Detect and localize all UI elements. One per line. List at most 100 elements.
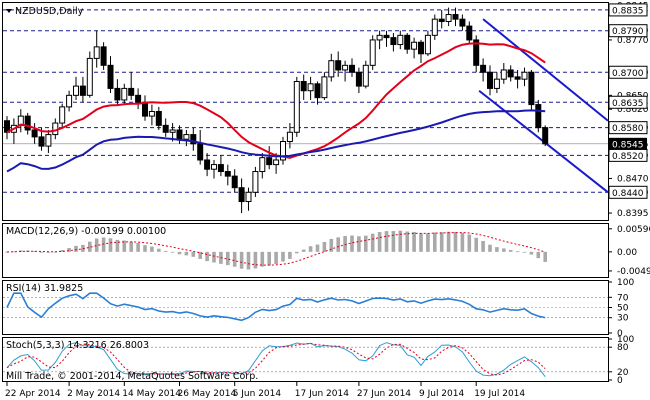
candle-body-bear xyxy=(535,104,542,129)
candle-body-bull xyxy=(259,157,266,173)
time-label: 17 Jun 2014 xyxy=(295,389,349,399)
candle xyxy=(190,127,197,151)
candle-body-bear xyxy=(514,76,521,80)
candle-body-bear xyxy=(190,134,197,145)
macd-histogram-bar xyxy=(5,251,9,253)
candle xyxy=(114,79,121,105)
candle-body-bull xyxy=(424,34,431,55)
time-label: 26 May 2014 xyxy=(178,389,237,399)
macd-histogram-bar xyxy=(412,231,416,252)
stoch-pane-frame[interactable] xyxy=(2,337,609,382)
candle xyxy=(135,88,142,110)
macd-histogram-bar xyxy=(253,251,258,269)
candle-body-bear xyxy=(390,37,397,46)
macd-histogram-bar xyxy=(212,251,216,263)
candle xyxy=(59,103,66,128)
macd-histogram-bar xyxy=(295,251,299,254)
candle-body-bull xyxy=(397,34,404,46)
current-price-tag xyxy=(609,137,647,150)
macd-histogram-bar xyxy=(177,251,182,255)
macd-histogram-bar xyxy=(88,241,92,252)
candle xyxy=(342,60,349,82)
candle-body-bear xyxy=(314,83,321,99)
candle-body-bull xyxy=(66,94,73,108)
macd-histogram-bar xyxy=(205,251,209,262)
candle xyxy=(459,14,466,31)
macd-histogram-bar xyxy=(426,233,430,252)
level-tag xyxy=(608,121,648,135)
level-label: 0.8580 xyxy=(612,124,644,134)
macd-histogram-bar xyxy=(474,237,478,252)
candle xyxy=(211,159,217,179)
candle-body-bull xyxy=(183,134,190,140)
candle xyxy=(521,67,528,87)
candle xyxy=(286,123,293,149)
macd-histogram-bar xyxy=(260,251,265,267)
candle-body-bull xyxy=(493,78,500,89)
candle-body-bear xyxy=(238,187,245,203)
macd-histogram-bar xyxy=(246,251,251,270)
rsi-axis-label: 100 xyxy=(617,278,634,288)
candle xyxy=(466,21,473,45)
candle-body-bull xyxy=(521,71,528,80)
macd-histogram-bar xyxy=(46,251,51,253)
candle-body-bull xyxy=(321,76,328,99)
candle-body-bull xyxy=(431,18,438,36)
candle-body-bear xyxy=(404,34,411,50)
stoch-axis-label: 20 xyxy=(617,368,629,378)
candle xyxy=(328,53,335,82)
macd-histogram-bar xyxy=(122,240,127,252)
macd-histogram-bar xyxy=(67,248,71,252)
candle xyxy=(438,9,445,29)
candle xyxy=(321,72,328,100)
candle-body-bear xyxy=(383,34,390,39)
macd-histogram-bar xyxy=(529,251,534,255)
candle-body-bull xyxy=(148,111,155,117)
candle-body-bear xyxy=(266,157,273,166)
candle xyxy=(335,51,342,77)
macd-histogram-bar xyxy=(308,246,313,252)
candle-body-bear xyxy=(162,124,169,133)
macd-histogram-bar xyxy=(184,251,189,256)
macd-histogram-bar xyxy=(157,248,161,252)
candle-body-bull xyxy=(252,171,259,193)
macd-histogram-bar xyxy=(108,238,113,252)
macd-histogram-bar xyxy=(191,251,196,257)
moving-averages xyxy=(6,42,546,173)
candle-body-bull xyxy=(121,87,128,101)
macd-histogram-bar xyxy=(377,232,382,252)
macd-histogram-bar xyxy=(370,233,375,252)
candle xyxy=(73,76,79,100)
level-tag xyxy=(608,3,648,17)
candle-body-bull xyxy=(245,191,252,203)
macd-histogram-bar xyxy=(405,231,409,252)
level-tag xyxy=(608,65,648,79)
macd-histogram-bar xyxy=(419,233,423,252)
candle-body-bull xyxy=(273,159,280,166)
macd-histogram-bar xyxy=(101,237,106,252)
candle-body-bear xyxy=(217,164,224,173)
candle-body-bear xyxy=(480,64,487,73)
macd-histogram-bar xyxy=(198,251,202,259)
candle xyxy=(93,30,100,68)
candle xyxy=(224,164,231,186)
price-axis: 0.88450.88350.87900.87700.87000.86500.86… xyxy=(608,1,649,219)
macd-axis-label: 0.00596 xyxy=(617,225,650,235)
macd-histogram-bar xyxy=(288,251,292,259)
macd-histogram-bar xyxy=(170,251,175,253)
stoch-main-line xyxy=(6,342,546,378)
candle-body-bear xyxy=(204,159,211,170)
level-label: 0.8635 xyxy=(612,99,644,109)
macd-histogram-bar xyxy=(508,249,513,252)
candle xyxy=(452,7,459,27)
rsi-pane-frame[interactable] xyxy=(2,280,609,335)
candle xyxy=(473,35,480,73)
macd-histogram-bar xyxy=(301,249,306,252)
candle xyxy=(445,7,452,27)
candle-body-bull xyxy=(169,129,176,133)
candle-body-bear xyxy=(197,143,204,161)
macd-histogram-bar xyxy=(267,251,271,266)
candle xyxy=(376,30,383,50)
macd-histogram-bar xyxy=(94,238,99,252)
